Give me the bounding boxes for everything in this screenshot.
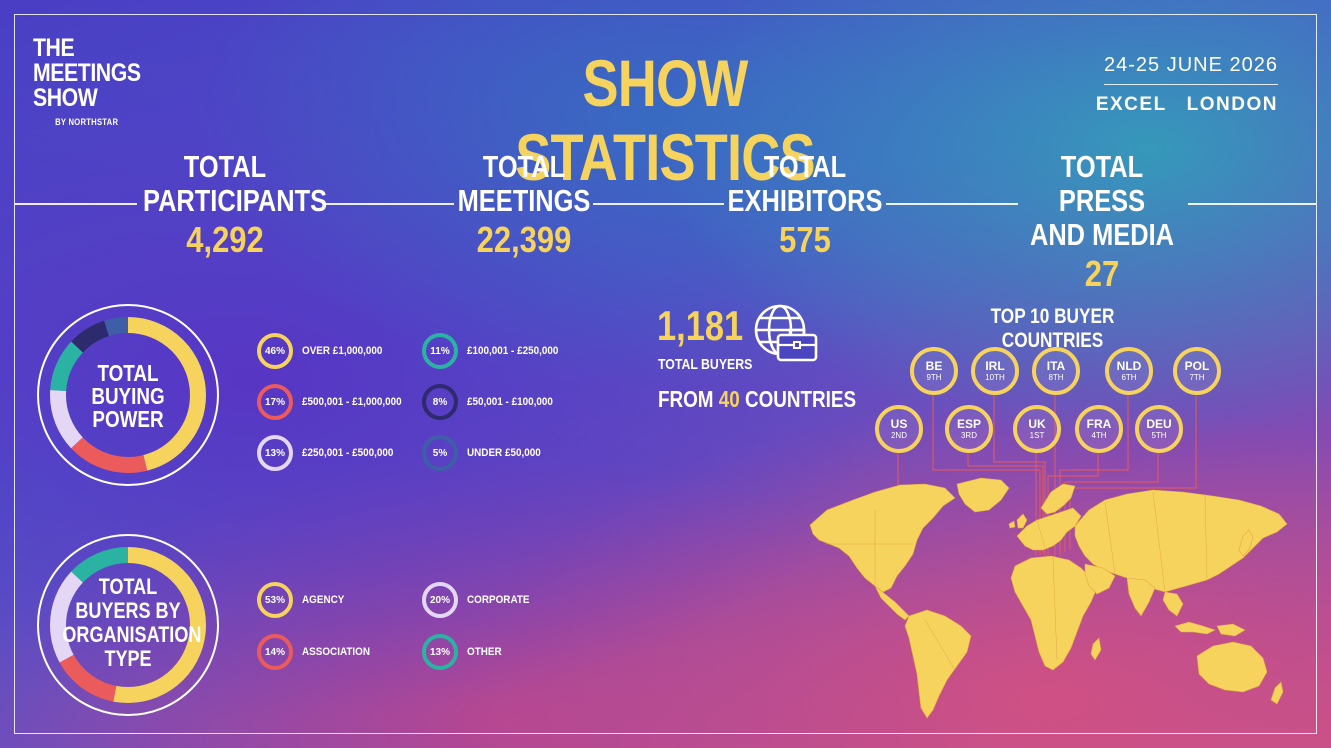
legend-label: AGENCY <box>302 594 345 606</box>
divider <box>1104 84 1278 85</box>
event-date: 24-25 JUNE 2026 <box>1104 54 1278 76</box>
legend-ring: 5% <box>422 435 458 471</box>
kpi-value: 4,292 <box>186 219 264 260</box>
event-info: 24-25 JUNE 2026 EXCEL LONDON <box>1080 54 1278 116</box>
world-map <box>809 477 1288 719</box>
legend-ring: 13% <box>257 435 293 471</box>
legend-label: £500,001 - £1,000,000 <box>302 396 402 408</box>
kpi-label: TOTAL PRESS AND MEDIA <box>1029 149 1175 252</box>
country-badge: DEU 5TH <box>1135 405 1183 453</box>
kpi-exhibitors: TOTAL EXHIBITORS 575 <box>705 150 905 260</box>
donut-segment <box>50 317 206 473</box>
logo-line: MEETINGS <box>33 59 141 87</box>
buying-power-donut <box>37 304 219 486</box>
donut-segment <box>50 547 206 703</box>
legend-label: OVER £1,000,000 <box>302 345 383 357</box>
logo-line: SHOW <box>33 84 98 112</box>
donut-outer-ring <box>37 304 219 486</box>
country-badge: ITA 8TH <box>1032 347 1080 395</box>
country-badge: BE 9TH <box>910 347 958 395</box>
logo-byline: BY NORTHSTAR <box>55 117 119 127</box>
total-buyers-label: TOTAL BUYERS <box>658 356 753 373</box>
organisation-type-donut <box>37 534 219 716</box>
divider <box>15 203 137 205</box>
donut-segment <box>50 547 206 703</box>
kpi-meetings: TOTAL MEETINGS 22,399 <box>424 150 624 260</box>
legend-ring: 46% <box>257 333 293 369</box>
legend-item: 14% ASSOCIATION <box>257 634 378 670</box>
donut-title: TOTAL BUYING POWER <box>91 360 165 432</box>
legend-item: 20% CORPORATE <box>422 582 536 618</box>
kpi-label: TOTAL MEETINGS <box>457 149 591 218</box>
logo: THE MEETINGS SHOW BY NORTHSTAR <box>33 34 141 128</box>
divider <box>1188 203 1316 205</box>
legend-item: 53% AGENCY <box>257 582 349 618</box>
globe-briefcase-icon <box>754 304 818 362</box>
donut-segment <box>50 317 206 473</box>
total-buyers-value: 1,181 <box>657 302 744 349</box>
legend-item: 13% £250,001 - £500,000 <box>257 435 404 471</box>
legend-label: CORPORATE <box>467 594 530 606</box>
donut-segment <box>50 317 206 473</box>
country-badge: FRA 4TH <box>1075 405 1123 453</box>
kpi-press-media: TOTAL PRESS AND MEDIA 27 <box>1002 150 1202 294</box>
kpi-value: 27 <box>1084 253 1120 294</box>
page-title: SHOW STATISTICS <box>515 46 815 194</box>
legend-item: 5% UNDER £50,000 <box>422 435 549 471</box>
divider <box>886 203 1018 205</box>
country-badge: POL 7TH <box>1173 347 1221 395</box>
legend-ring: 53% <box>257 582 293 618</box>
event-venue: EXCEL LONDON <box>1095 94 1278 115</box>
top-countries-title: TOP 10 BUYER COUNTRIES <box>990 305 1115 352</box>
legend-ring: 17% <box>257 384 293 420</box>
kpi-value: 575 <box>779 219 831 260</box>
legend-label: ASSOCIATION <box>302 646 371 658</box>
country-badge: ESP 3RD <box>945 405 993 453</box>
legend-ring: 11% <box>422 333 458 369</box>
kpi-participants: TOTAL PARTICIPANTS 4,292 <box>125 149 328 260</box>
country-badge: UK 1ST <box>1013 405 1061 453</box>
divider <box>593 203 724 205</box>
legend-item: 13% OTHER <box>422 634 506 670</box>
donut-outer-ring <box>37 534 219 716</box>
kpi-label: TOTAL EXHIBITORS <box>727 149 883 218</box>
legend-label: £100,001 - £250,000 <box>467 345 559 357</box>
country-badge: NLD 6TH <box>1105 347 1153 395</box>
country-badge: US 2ND <box>875 405 923 453</box>
logo-line: THE <box>33 34 75 62</box>
legend-item: 11% £100,001 - £250,000 <box>422 333 569 369</box>
kpi-label: TOTAL PARTICIPANTS <box>143 149 328 218</box>
divider <box>324 203 454 205</box>
countries-count: FROM 40 COUNTRIES <box>658 386 857 412</box>
kpi-value: 22,399 <box>476 219 572 260</box>
legend-label: £250,001 - £500,000 <box>302 447 394 459</box>
legend-item: 8% £50,001 - £100,000 <box>422 384 562 420</box>
legend-ring: 14% <box>257 634 293 670</box>
legend-ring: 8% <box>422 384 458 420</box>
legend-label: OTHER <box>467 646 502 658</box>
legend-ring: 20% <box>422 582 458 618</box>
legend-item: 17% £500,001 - £1,000,000 <box>257 384 413 420</box>
legend-label: £50,001 - £100,000 <box>467 396 553 408</box>
country-badge: IRL 10TH <box>971 347 1019 395</box>
legend-label: UNDER £50,000 <box>467 447 541 459</box>
donut-title: TOTAL BUYERS BY ORGANISATION TYPE <box>62 574 202 671</box>
legend-ring: 13% <box>422 634 458 670</box>
legend-item: 46% OVER £1,000,000 <box>257 333 391 369</box>
